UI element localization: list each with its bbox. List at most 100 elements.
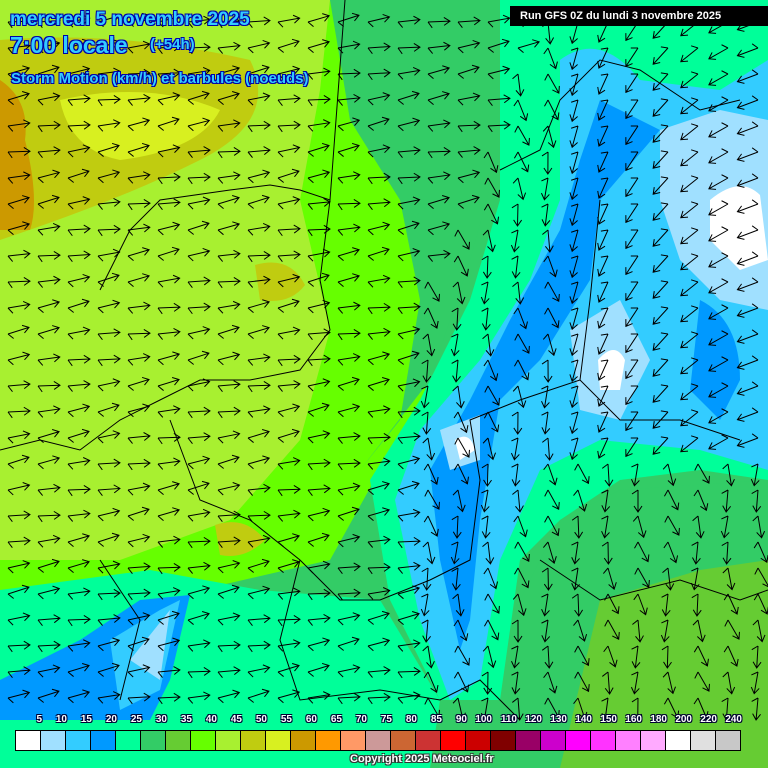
wind-arrow <box>604 619 620 641</box>
wind-arrow <box>67 298 90 313</box>
wind-arrow <box>542 229 554 253</box>
wind-arrow <box>67 457 91 470</box>
wind-arrow <box>247 146 271 158</box>
wind-arrow <box>514 567 530 589</box>
wind-arrow <box>517 39 540 54</box>
wind-arrow <box>337 171 361 184</box>
wind-arrow <box>597 437 609 459</box>
wind-arrow <box>457 64 480 79</box>
wind-arrow <box>422 645 435 669</box>
wind-arrow <box>307 662 330 677</box>
wind-arrow <box>37 585 61 600</box>
wind-arrow <box>482 229 496 253</box>
wind-arrow <box>367 351 391 366</box>
wind-arrow <box>625 281 639 302</box>
legend-swatch <box>316 731 341 750</box>
wind-arrow <box>601 541 613 565</box>
wind-arrow <box>541 359 553 383</box>
wind-arrow <box>97 67 121 80</box>
parameter-label: Storm Motion (km/h) et barbules (noeuds) <box>11 70 309 87</box>
wind-arrow <box>454 437 470 458</box>
legend-swatch <box>216 731 241 750</box>
wind-arrow <box>597 333 609 355</box>
wind-arrow <box>217 195 240 209</box>
wind-arrow <box>541 385 550 409</box>
wind-arrow <box>541 437 554 461</box>
wind-arrow <box>367 144 391 158</box>
wind-arrow <box>157 405 181 418</box>
wind-arrow <box>427 147 451 159</box>
wind-arrow <box>736 303 759 318</box>
wind-arrow <box>660 619 670 643</box>
legend-label: 75 <box>380 714 392 725</box>
wind-arrow <box>307 637 331 652</box>
wind-arrow <box>157 376 180 391</box>
wind-arrow <box>569 229 579 253</box>
wind-arrow <box>277 120 301 133</box>
wind-arrow <box>7 119 31 132</box>
wind-arrow <box>543 671 558 694</box>
wind-arrow <box>67 559 90 573</box>
wind-arrow <box>277 533 300 548</box>
wind-arrow <box>397 536 421 549</box>
wind-arrow <box>569 333 579 357</box>
wind-arrow <box>511 203 523 227</box>
model-run-label: Run GFS 0Z du lundi 3 novembre 2025 <box>510 6 768 26</box>
wind-arrow <box>484 385 500 406</box>
wind-arrow <box>247 120 271 133</box>
wind-arrow <box>482 437 497 461</box>
legend-label: 85 <box>430 714 442 725</box>
country-borders <box>0 0 768 721</box>
wind-arrow <box>7 171 31 184</box>
wind-arrow <box>7 612 31 626</box>
wind-arrow <box>483 203 500 225</box>
wind-arrow <box>127 692 151 705</box>
wind-arrow <box>397 691 421 704</box>
wind-arrow <box>127 117 151 132</box>
wind-arrow <box>367 327 391 340</box>
legend-swatch <box>616 731 641 750</box>
wind-arrow <box>708 408 729 424</box>
wind-arrow <box>217 276 241 289</box>
wind-arrow <box>127 458 151 471</box>
wind-arrow <box>337 12 360 27</box>
wind-arrow <box>454 645 470 666</box>
wind-arrow <box>397 639 421 652</box>
wind-arrow <box>625 333 639 354</box>
wind-arrow <box>597 151 609 173</box>
wind-arrow <box>597 47 609 69</box>
wind-arrow <box>67 326 91 340</box>
wind-arrow <box>7 640 31 653</box>
wind-arrow <box>483 151 499 174</box>
wind-arrow <box>569 437 579 461</box>
wind-arrow <box>7 482 31 496</box>
wind-arrow <box>247 640 271 653</box>
legend-label: 10 <box>55 714 67 725</box>
wind-arrow <box>247 585 271 600</box>
wind-arrow <box>543 463 558 486</box>
wind-arrow <box>480 697 490 721</box>
wind-arrow <box>597 359 609 381</box>
wind-arrow <box>277 196 301 210</box>
wind-arrow <box>397 611 420 625</box>
wind-arrow <box>457 169 481 184</box>
wind-arrow <box>457 39 481 54</box>
wind-arrow <box>307 272 330 287</box>
wind-arrow <box>67 120 91 133</box>
wind-arrow <box>127 301 151 314</box>
wind-arrow <box>217 324 240 339</box>
wind-arrow <box>187 611 210 625</box>
wind-arrow <box>541 151 553 175</box>
wind-arrow <box>625 177 639 198</box>
wind-arrow <box>307 119 331 132</box>
wind-arrow <box>247 455 271 470</box>
wind-arrow <box>451 515 462 539</box>
wind-arrow <box>247 510 271 523</box>
wind-arrow <box>541 645 554 669</box>
wind-arrow <box>512 697 524 721</box>
wind-arrow <box>708 122 729 138</box>
wind-arrow <box>397 66 421 80</box>
wind-arrow <box>652 384 669 403</box>
wind-arrow <box>597 125 609 147</box>
wind-arrow <box>277 639 301 652</box>
